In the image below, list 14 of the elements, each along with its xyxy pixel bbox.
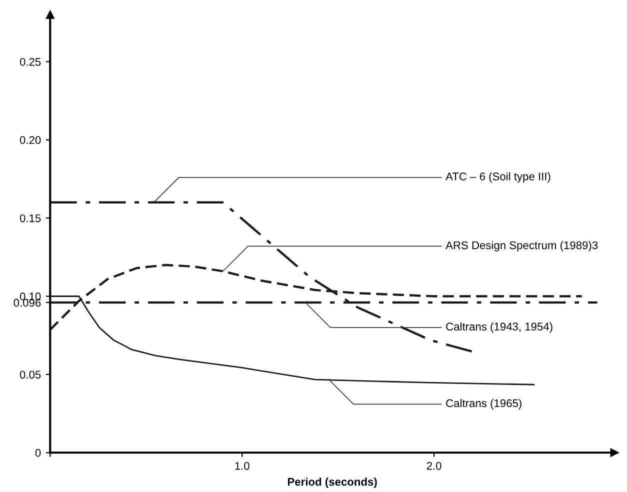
annotation: Caltrans (1965)	[446, 398, 522, 410]
y-tick-label: 0.05	[20, 370, 41, 379]
y-tick-label: 0.10	[20, 292, 41, 300]
annotation: ATC – 6 (Soil type III)	[446, 172, 550, 183]
x-tick-label: 1.0	[235, 462, 250, 470]
y-tick-label: 0	[35, 448, 41, 457]
y-tick-label: 0.15	[20, 214, 41, 222]
x-tick-label: 2.0	[426, 462, 442, 470]
x-axis-title: Period (seconds)	[288, 478, 377, 488]
y-tick-label: 0.25	[20, 58, 41, 66]
y-tick-label: 0.096	[14, 298, 41, 307]
annotation: Caltrans (1943, 1954)	[446, 322, 552, 333]
y-tick-label: 0.20	[20, 136, 41, 144]
annotation: ARS Design Spectrum (1989)3	[446, 241, 598, 252]
